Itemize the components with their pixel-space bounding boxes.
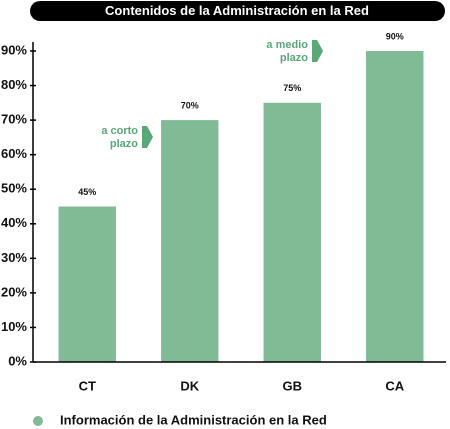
annotation: a corto plazo — [101, 125, 153, 150]
bar — [58, 206, 116, 362]
annotation: a medio plazo — [266, 39, 323, 64]
value-label: 45% — [78, 187, 96, 197]
annotation-line: a medio — [266, 39, 308, 51]
bar — [161, 120, 219, 362]
y-tick-label: 90% — [1, 42, 27, 57]
value-label: 70% — [181, 100, 199, 110]
y-tick-label: 20% — [1, 284, 27, 299]
legend-label: Información de la Administración en la R… — [60, 412, 327, 427]
annotation-line: plazo — [110, 138, 138, 150]
bar — [263, 102, 321, 362]
y-tick-label: 80% — [1, 77, 27, 92]
annotation-arrow — [312, 40, 323, 62]
chart-title: Contenidos de la Administración en la Re… — [105, 3, 369, 18]
annotation-line: a corto — [101, 125, 138, 137]
y-tick-label: 50% — [1, 181, 27, 196]
x-tick-label: CT — [79, 378, 96, 393]
value-label: 90% — [386, 31, 404, 41]
bar — [366, 51, 424, 362]
annotation-line: plazo — [280, 52, 308, 64]
y-tick-label: 60% — [1, 146, 27, 161]
y-tick-label: 0% — [8, 353, 27, 368]
annotation-arrow — [142, 126, 153, 148]
x-tick-label: CA — [385, 378, 404, 393]
x-tick-label: DK — [180, 378, 199, 393]
x-tick-label: GB — [283, 378, 303, 393]
value-label: 75% — [283, 83, 301, 93]
y-tick-label: 70% — [1, 112, 27, 127]
y-tick-label: 40% — [1, 215, 27, 230]
legend-swatch — [33, 416, 43, 426]
title-pill — [30, 1, 445, 21]
y-tick-label: 10% — [1, 319, 27, 334]
y-tick-label: 30% — [1, 250, 27, 265]
